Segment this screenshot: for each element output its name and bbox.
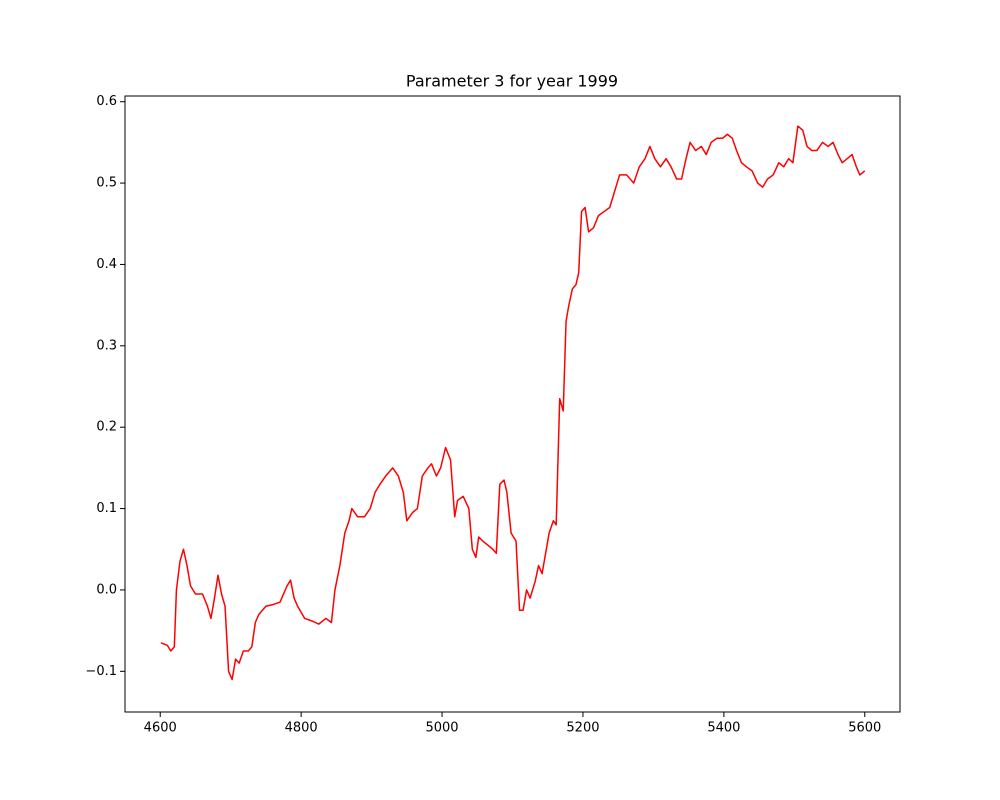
- y-tick-label: −0.1: [85, 664, 117, 679]
- y-tick-label: 0.6: [96, 94, 117, 109]
- data-line: [160, 125, 866, 681]
- y-tick-label: 0.1: [96, 501, 117, 516]
- x-tick-label: 5200: [566, 721, 599, 736]
- x-tick-label: 5000: [425, 721, 458, 736]
- y-tick-label: 0.4: [96, 257, 117, 272]
- x-tick-label: 5400: [707, 721, 740, 736]
- y-tick-label: 0.2: [96, 420, 117, 435]
- plot-frame: [124, 95, 901, 713]
- chart-title: Parameter 3 for year 1999: [406, 72, 618, 91]
- x-tick-label: 5600: [848, 721, 881, 736]
- y-tick-label: 0.5: [96, 176, 117, 191]
- y-tick-label: 0.3: [96, 338, 117, 353]
- x-tick-label: 4800: [285, 721, 318, 736]
- y-tick-label: 0.0: [96, 582, 117, 597]
- x-tick-label: 4600: [144, 721, 177, 736]
